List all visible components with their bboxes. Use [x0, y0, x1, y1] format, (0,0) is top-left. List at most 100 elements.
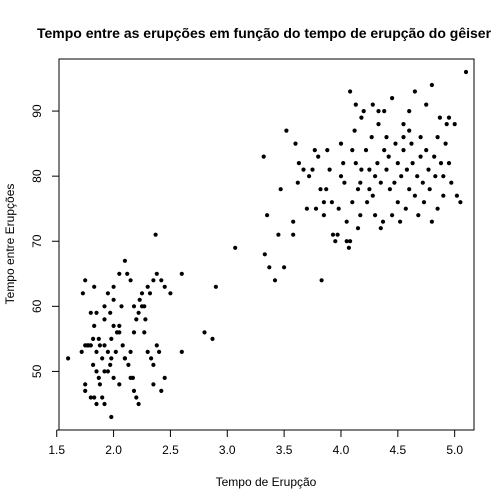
data-point: [147, 291, 153, 296]
data-point: [296, 161, 301, 166]
data-point: [88, 310, 93, 315]
data-point: [336, 206, 341, 211]
data-point: [136, 310, 141, 315]
data-point: [327, 167, 332, 172]
data-point: [390, 96, 395, 101]
data-point: [361, 109, 366, 114]
data-point: [395, 161, 400, 166]
data-point: [432, 154, 437, 159]
data-point: [438, 161, 444, 166]
data-point: [137, 297, 142, 302]
data-point: [386, 154, 391, 159]
data-point: [145, 284, 150, 289]
data-point: [384, 167, 389, 172]
data-point: [109, 414, 114, 420]
data-point: [131, 330, 137, 335]
data-point: [443, 141, 448, 146]
x-tick-label: 4.5: [389, 443, 406, 457]
data-point: [109, 336, 114, 341]
data-point: [378, 180, 383, 185]
data-point: [304, 206, 309, 211]
data-points: [66, 69, 469, 420]
data-point: [452, 122, 457, 127]
y-tick-label: 50: [30, 364, 44, 378]
data-point: [162, 375, 167, 380]
data-point: [154, 271, 159, 276]
data-point: [284, 128, 289, 133]
y-tick-label: 90: [30, 104, 44, 118]
data-point: [125, 271, 130, 276]
data-point: [136, 401, 141, 407]
data-point: [139, 291, 145, 296]
data-point: [407, 128, 412, 133]
plot-frame: [58, 58, 475, 431]
data-point: [151, 362, 156, 367]
data-point: [435, 206, 440, 211]
y-axis-label: Tempo entre Erupções: [3, 184, 17, 305]
data-point: [108, 362, 113, 367]
data-point: [392, 180, 397, 185]
data-point: [418, 154, 423, 159]
data-point: [109, 356, 114, 361]
data-point: [111, 297, 116, 302]
data-point: [382, 148, 387, 153]
data-point: [91, 336, 96, 341]
data-point: [348, 89, 353, 94]
data-point: [108, 310, 113, 315]
data-point: [111, 284, 116, 289]
data-point: [412, 89, 417, 94]
data-point: [380, 219, 386, 224]
data-point: [426, 167, 431, 172]
data-point: [159, 278, 164, 283]
x-tick-label: 2.5: [162, 443, 179, 457]
x-tick-label: 1.5: [48, 443, 65, 457]
data-point: [415, 174, 420, 179]
data-point: [375, 161, 380, 166]
data-point: [117, 382, 122, 387]
data-point: [295, 180, 300, 185]
data-point: [102, 304, 107, 309]
data-point: [387, 187, 392, 192]
data-point: [122, 356, 127, 361]
data-point: [66, 356, 71, 361]
data-point: [359, 115, 364, 120]
data-point: [401, 148, 406, 153]
data-point: [325, 148, 330, 153]
data-point: [355, 226, 361, 231]
data-point: [102, 317, 107, 322]
data-point: [404, 167, 409, 172]
data-point: [276, 232, 281, 237]
data-point: [117, 323, 122, 328]
data-point: [111, 323, 116, 328]
data-point: [367, 187, 372, 192]
data-point: [373, 174, 378, 179]
data-point: [409, 141, 414, 146]
data-point: [344, 239, 349, 244]
data-point: [105, 369, 110, 374]
data-point: [338, 141, 344, 146]
data-point: [119, 304, 124, 309]
data-point: [353, 161, 358, 166]
data-point: [350, 200, 355, 205]
data-point: [449, 180, 454, 185]
data-point: [97, 382, 102, 387]
data-point: [97, 343, 102, 348]
data-point: [210, 336, 215, 341]
data-point: [358, 213, 363, 218]
data-point: [83, 388, 88, 393]
x-tick-label: 4.0: [333, 443, 350, 457]
data-point: [367, 167, 372, 172]
data-point: [154, 343, 159, 348]
x-tick-label: 2.0: [105, 443, 122, 457]
data-point: [398, 219, 403, 224]
data-point: [79, 349, 84, 354]
data-point: [330, 232, 336, 237]
data-point: [335, 232, 340, 237]
data-point: [179, 271, 184, 276]
data-point: [149, 356, 154, 361]
data-point: [151, 382, 156, 387]
data-point: [278, 187, 283, 192]
data-point: [213, 284, 218, 289]
data-point: [446, 115, 452, 120]
data-point: [130, 375, 135, 380]
